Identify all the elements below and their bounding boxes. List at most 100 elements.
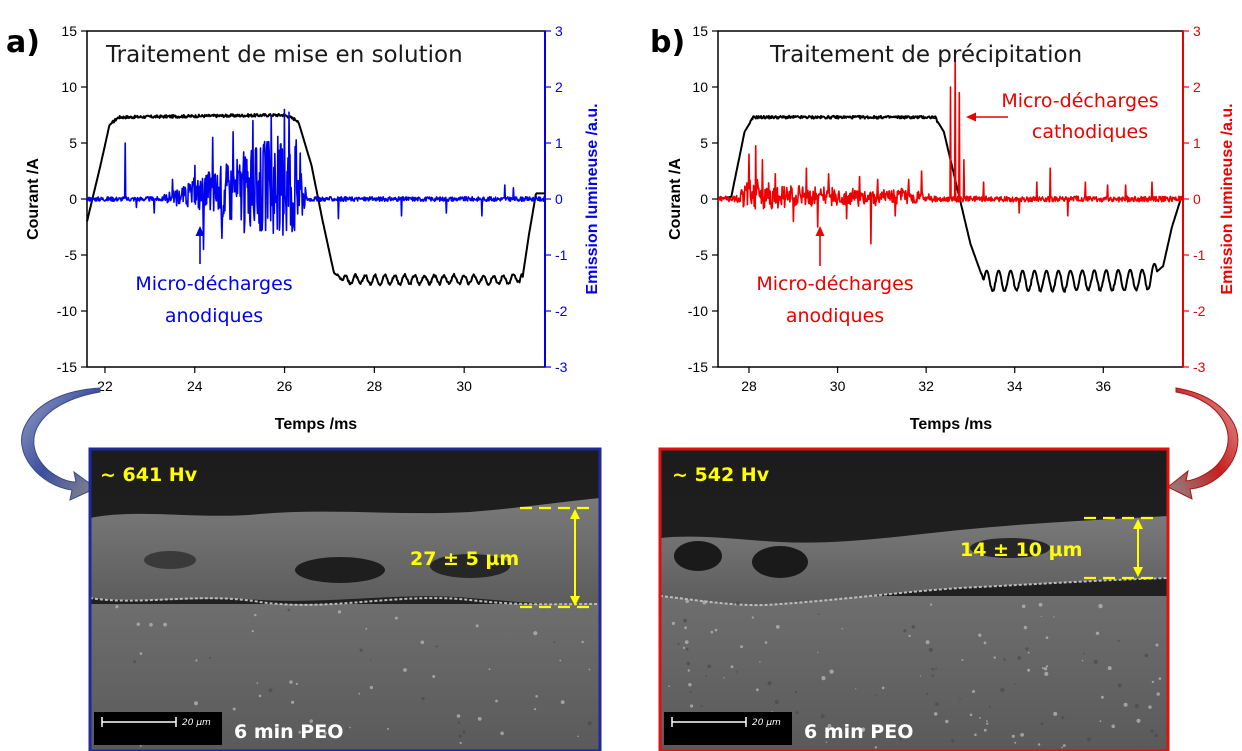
y2-tick-label: 2 <box>555 79 563 95</box>
sem-speck <box>1151 680 1155 684</box>
sem-speck <box>881 686 885 690</box>
sem-speck <box>682 646 686 650</box>
sem-speck <box>684 640 689 644</box>
sem-speck <box>456 714 461 718</box>
y2-tick-label: -1 <box>555 247 568 263</box>
x-tick-label: 36 <box>1095 378 1111 394</box>
y2-tick-label: 1 <box>555 135 563 151</box>
sem-speck <box>115 605 119 609</box>
sem-speck <box>577 735 579 738</box>
sem-speck <box>349 726 351 729</box>
thickness-label: 14 ± 10 µm <box>960 539 1082 561</box>
sem-speck <box>730 665 734 669</box>
thickness-arrowhead <box>1133 567 1143 577</box>
sem-speck <box>899 738 903 741</box>
annotation-arrowhead <box>195 226 205 236</box>
sem-speck <box>435 645 438 648</box>
panel-letter: b) <box>650 25 685 60</box>
sem-speck <box>195 659 198 662</box>
sem-speck <box>740 645 744 649</box>
sem-speck <box>1099 720 1102 723</box>
sem-speck <box>495 699 498 703</box>
sem-speck <box>1023 625 1028 630</box>
sem-speck <box>723 677 725 679</box>
sem-speck <box>358 692 361 695</box>
sem-speck <box>256 682 259 684</box>
sem-speck <box>898 730 901 733</box>
y2-tick-label: 3 <box>555 23 563 39</box>
y2-tick-label: -1 <box>1193 247 1206 263</box>
x-tick-label: 28 <box>367 378 383 394</box>
sem-speck <box>1095 631 1100 635</box>
sem-speck <box>149 622 153 627</box>
sem-frame <box>658 447 1170 751</box>
sem-speck <box>475 624 479 628</box>
sem-speck <box>291 700 295 704</box>
annotation-line-2: anodiques <box>165 305 263 327</box>
annotation-line-1: Micro-décharges <box>756 273 913 295</box>
sem-speck <box>133 660 137 664</box>
sem-speck <box>477 717 482 721</box>
sem-speck <box>462 730 466 734</box>
sem-speck <box>588 668 591 671</box>
y-tick-label: -10 <box>688 303 708 319</box>
sem-speck <box>930 603 933 606</box>
y-tick-label: 5 <box>69 135 77 151</box>
sem-speck <box>1014 741 1017 744</box>
sem-speck <box>251 630 254 633</box>
sem-speck <box>700 704 703 707</box>
sem-speck <box>951 739 955 743</box>
sem-speck <box>403 668 407 672</box>
sem-speck <box>1045 636 1049 639</box>
scale-bar-label: 20 µm <box>752 718 781 728</box>
sem-speck <box>935 702 939 706</box>
sem-pore <box>144 551 196 569</box>
y-tick-label: -10 <box>57 303 77 319</box>
sem-speck <box>346 728 348 730</box>
sem-speck <box>690 704 694 708</box>
sem-speck <box>457 721 461 724</box>
sem-speck <box>686 661 691 666</box>
sem-speck <box>553 641 556 644</box>
sem-speck <box>254 613 257 617</box>
y2-tick-label: -2 <box>555 303 568 319</box>
sem-speck <box>677 643 680 646</box>
y2-tick-label: 0 <box>555 191 563 207</box>
sem-speck <box>1014 683 1016 685</box>
sem-speck <box>961 658 964 661</box>
sem-speck <box>959 697 961 700</box>
sem-speck <box>735 671 738 673</box>
sem-speck <box>825 741 828 743</box>
sem-speck <box>289 680 293 684</box>
series-layer <box>86 108 546 287</box>
y-tick-label: 10 <box>61 79 77 95</box>
sem-speck <box>993 656 996 659</box>
scale-bar-box <box>94 712 222 745</box>
sem-speck <box>986 720 988 722</box>
x-tick-label: 24 <box>187 378 203 394</box>
sem-image-b: ~ 542 Hv 14 ± 10 µm 20 µm 6 min PEO <box>658 447 1170 751</box>
sem-speck <box>365 627 368 630</box>
y-tick-label: -5 <box>65 247 78 263</box>
panel-letter: a) <box>6 25 40 60</box>
sem-speck <box>309 719 313 723</box>
sem-speck <box>1150 729 1154 733</box>
sem-speck <box>874 694 877 696</box>
sem-speck <box>534 708 537 711</box>
x-tick-label: 34 <box>1007 378 1023 394</box>
sem-speck <box>1155 643 1159 647</box>
sem-speck <box>287 608 291 612</box>
sem-speck <box>1053 711 1058 716</box>
sem-speck <box>136 622 140 626</box>
sem-speck <box>1053 616 1055 618</box>
sem-speck <box>1123 702 1128 707</box>
annotation-arrowhead <box>966 112 976 122</box>
sem-speck <box>394 616 398 620</box>
sem-speck <box>139 652 143 655</box>
x-tick-label: 26 <box>277 378 293 394</box>
sem-speck <box>756 688 759 692</box>
sem-speck <box>774 699 779 705</box>
sem-texture <box>115 605 592 747</box>
sem-speck <box>1117 639 1120 643</box>
sem-speck <box>928 647 933 652</box>
